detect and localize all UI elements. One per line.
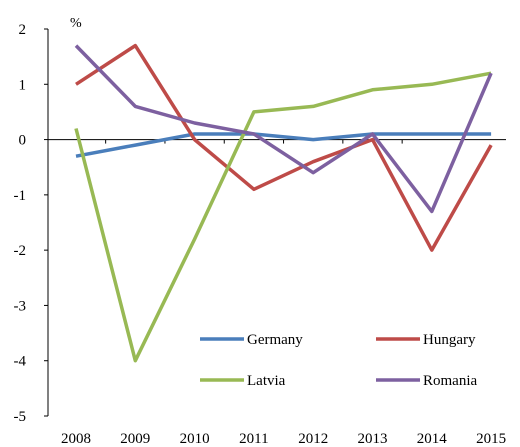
x-tick-label: 2010 xyxy=(180,431,210,447)
y-unit-label: % xyxy=(70,16,82,31)
y-tick-label: -4 xyxy=(14,354,27,370)
series-line-hungary xyxy=(75,43,493,252)
x-tick-label: 2012 xyxy=(298,431,328,447)
series-lines xyxy=(74,43,493,363)
y-tick-label: -5 xyxy=(14,409,27,425)
legend-label-romania: Romania xyxy=(423,373,477,389)
x-tick-label: 2011 xyxy=(239,431,268,447)
legend-label-hungary: Hungary xyxy=(423,332,476,348)
series-line-germany xyxy=(75,132,492,158)
axes: 2 1 0 -1 -2 -3 -4 -5 2008 2009 2010 2011 2012 2013 201… xyxy=(14,22,507,447)
x-tick-label: 2009 xyxy=(120,431,150,447)
x-tick-label: 2008 xyxy=(61,431,91,447)
x-tick-label: 2014 xyxy=(417,431,448,447)
y-tick-label: -1 xyxy=(14,188,27,204)
legend-label-latvia: Latvia xyxy=(247,373,286,389)
y-tick-label: -3 xyxy=(14,298,27,314)
series-line-latvia xyxy=(74,71,492,363)
x-tick-label: 2015 xyxy=(476,431,506,447)
y-tick-label: -2 xyxy=(14,243,27,259)
x-tick-label: 2013 xyxy=(358,431,388,447)
legend-label-germany: Germany xyxy=(247,332,303,348)
series-line-romania xyxy=(74,44,493,214)
legend: Germany Hungary Latvia Romania xyxy=(200,332,477,389)
y-tick-label: 2 xyxy=(19,22,27,38)
y-tick-label: 0 xyxy=(19,133,27,149)
y-tick-label: 1 xyxy=(19,77,27,93)
